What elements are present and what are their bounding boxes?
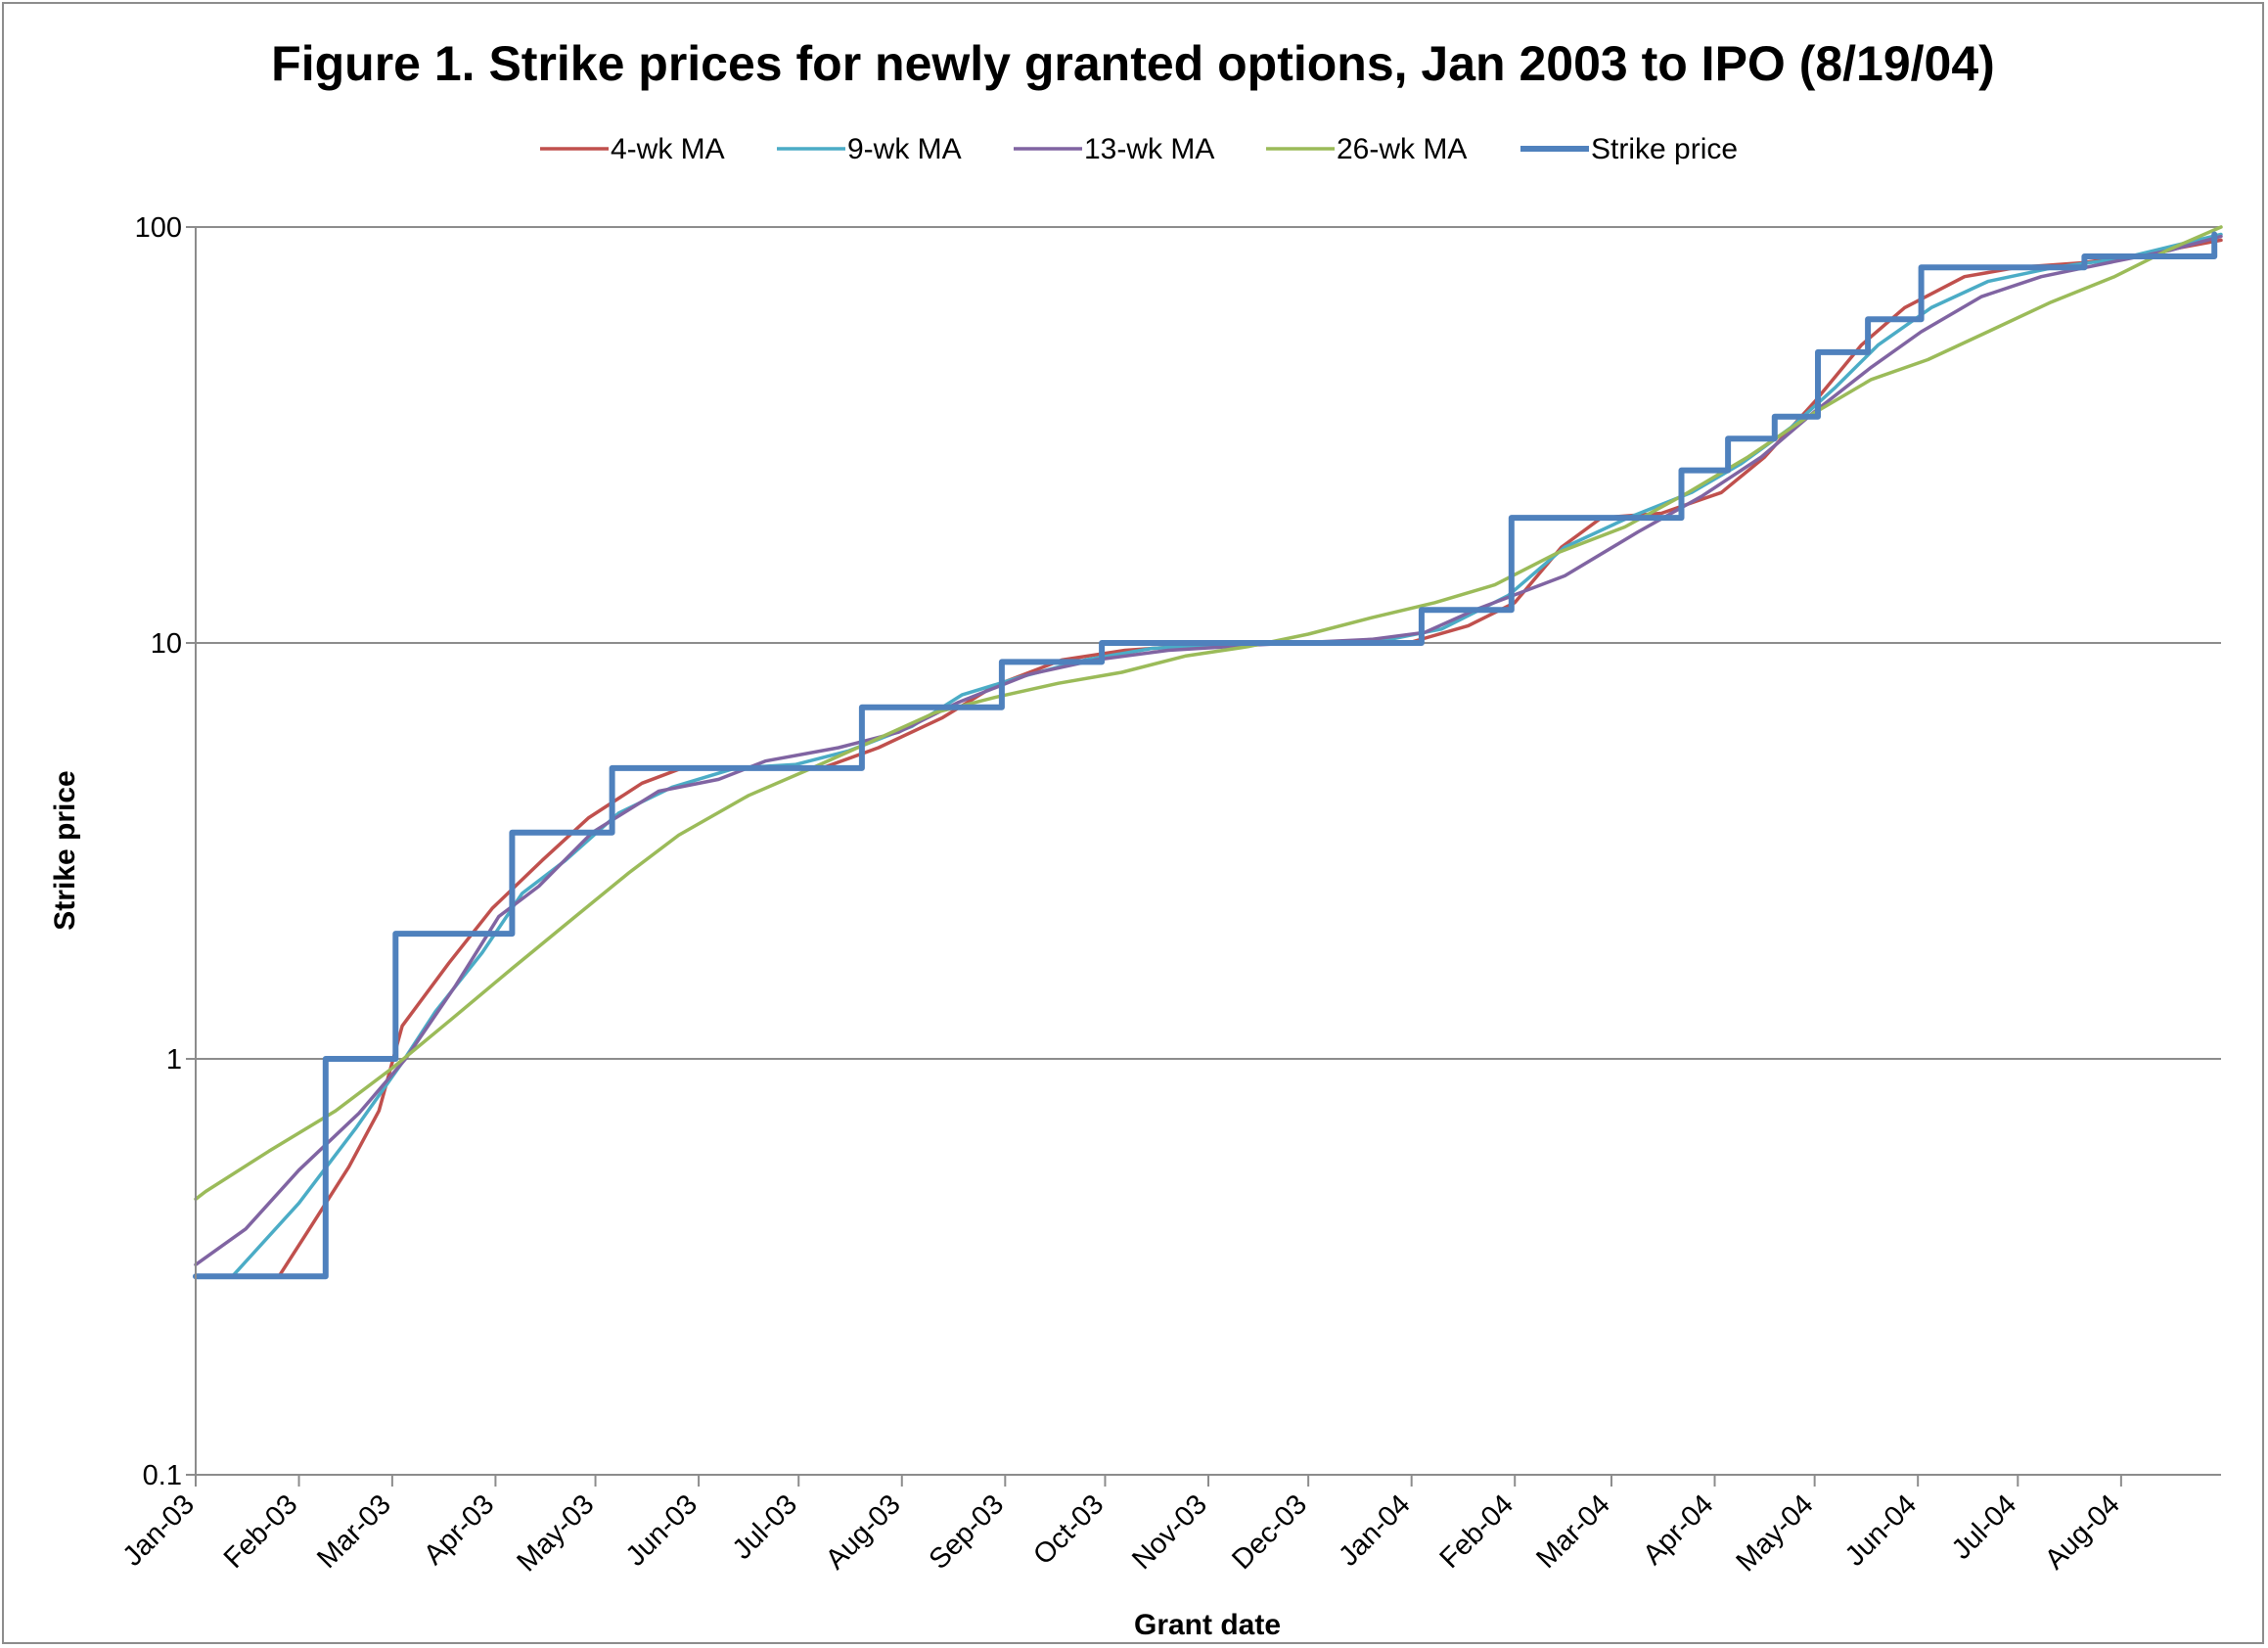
x-tick-label: Apr-04	[1637, 1488, 1719, 1571]
x-tick-label: Aug-04	[2039, 1488, 2126, 1576]
y-tick-label: 100	[135, 212, 182, 244]
legend-label: Strike price	[1591, 133, 1738, 165]
plot-area	[193, 225, 2223, 1280]
x-tick-label: Feb-04	[1434, 1488, 1520, 1575]
series-line-26-wk-ma	[194, 225, 2223, 1202]
x-tick-label: Aug-03	[820, 1488, 907, 1576]
legend-label: 26-wk MA	[1337, 133, 1467, 165]
x-axis-title: Grant date	[1134, 1609, 1281, 1641]
x-tick-label: Nov-03	[1126, 1488, 1213, 1576]
x-tick-label: May-03	[511, 1488, 600, 1578]
x-tick-label: Sep-03	[924, 1488, 1011, 1576]
x-tick-label: Mar-04	[1530, 1488, 1616, 1575]
x-tick-label: Jan-03	[117, 1488, 201, 1572]
x-tick-label: Jan-04	[1333, 1488, 1416, 1572]
x-tick-label: Feb-03	[218, 1488, 304, 1575]
y-tick-label: 1	[166, 1044, 182, 1076]
series-line-13-wk-ma	[194, 234, 2223, 1267]
x-tick-label: Oct-03	[1027, 1488, 1110, 1571]
legend-label: 9-wk MA	[847, 133, 962, 165]
x-tick-label: Jun-04	[1839, 1488, 1923, 1572]
line-chart: Figure 1. Strike prices for newly grante…	[49, 36, 2223, 1641]
x-tick-label: Jul-03	[727, 1488, 803, 1565]
chart-title: Figure 1. Strike prices for newly grante…	[271, 36, 1995, 91]
legend: 4-wk MA 9-wk MA 13-wk MA 26-wk MA Strike pri…	[540, 133, 1738, 165]
x-tick-label: Apr-03	[418, 1488, 500, 1571]
x-tick-label: May-04	[1731, 1488, 1820, 1578]
series-line-4-wk-ma	[194, 238, 2223, 1278]
y-axis-title: Strike price	[49, 770, 81, 930]
x-tick-label: Dec-03	[1226, 1488, 1313, 1576]
legend-label: 4-wk MA	[611, 133, 725, 165]
series-line-strike-price	[193, 231, 2218, 1280]
series-line-9-wk-ma	[194, 232, 2223, 1278]
y-tick-label: 10	[151, 628, 182, 660]
y-tick-label: 0.1	[143, 1460, 182, 1491]
x-tick-label: Mar-03	[311, 1488, 397, 1575]
x-tick-label: Jun-03	[620, 1488, 703, 1572]
x-tick-label: Jul-04	[1946, 1488, 2022, 1565]
legend-label: 13-wk MA	[1084, 133, 1214, 165]
